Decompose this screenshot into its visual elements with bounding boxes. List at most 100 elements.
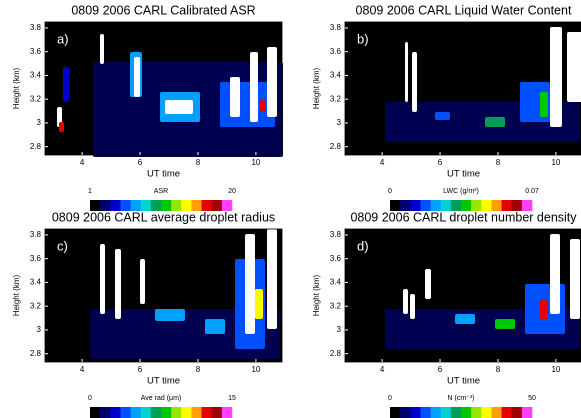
y-tick-label: 3 bbox=[337, 325, 342, 334]
colorbar-swatch bbox=[140, 200, 152, 211]
y-tick-label: 3.6 bbox=[330, 47, 342, 56]
colorbar-label: Ave rad (μm) bbox=[141, 395, 181, 402]
colorbar-min: 1 bbox=[88, 188, 92, 195]
colorbar-swatch bbox=[450, 200, 462, 211]
x-tick-label: 10 bbox=[251, 158, 260, 167]
colorbar-swatch bbox=[461, 200, 472, 211]
panel-label: a) bbox=[57, 31, 69, 46]
colorbar-swatch bbox=[100, 407, 111, 418]
colorbar-swatch bbox=[491, 200, 502, 211]
y-tick-label: 3.8 bbox=[330, 23, 342, 32]
cloud-feature bbox=[260, 100, 266, 112]
colorbar-swatch bbox=[410, 407, 421, 418]
y-tick-label: 3.6 bbox=[330, 254, 342, 263]
cloud-feature bbox=[155, 309, 185, 321]
y-tick-label: 2.8 bbox=[30, 349, 42, 358]
y-tick-label: 2.8 bbox=[330, 142, 342, 151]
x-tick-label: 10 bbox=[251, 365, 260, 374]
y-axis-label: Height (km) bbox=[12, 67, 21, 109]
colorbar-swatch bbox=[420, 407, 431, 418]
y-tick-label: 3.6 bbox=[30, 254, 42, 263]
y-tick-label: 3 bbox=[337, 118, 342, 127]
cloud-feature bbox=[425, 269, 431, 299]
panel: 0809 2006 CARL average droplet radius c) 4… bbox=[12, 210, 283, 418]
cloud-feature bbox=[140, 259, 145, 304]
colorbar-max: 0.07 bbox=[525, 188, 539, 195]
colorbar-swatch bbox=[120, 407, 131, 418]
y-tick-label: 3 bbox=[37, 118, 42, 127]
plot-frame bbox=[344, 21, 581, 156]
colorbar-swatch bbox=[150, 200, 162, 211]
colorbar-swatch bbox=[191, 200, 202, 211]
colorbar-label: LWC (g/m³) bbox=[443, 188, 479, 195]
cloud-feature bbox=[250, 52, 258, 122]
x-tick-label: 10 bbox=[551, 158, 560, 167]
colorbar-swatch bbox=[90, 200, 101, 211]
cloud-feature bbox=[57, 107, 62, 127]
plot-frame bbox=[344, 228, 581, 363]
x-tick-label: 8 bbox=[196, 158, 201, 167]
cloud-feature bbox=[267, 47, 277, 117]
colorbar-swatch bbox=[521, 200, 533, 211]
cloud-feature bbox=[495, 319, 515, 329]
colorbar-swatch bbox=[471, 407, 482, 418]
x-tick-label: 6 bbox=[438, 365, 443, 374]
colorbar-swatch bbox=[390, 200, 401, 211]
cloud-feature bbox=[100, 244, 105, 314]
colorbar-min: 0 bbox=[88, 395, 92, 402]
colorbar-swatch bbox=[130, 200, 142, 211]
colorbar-swatch bbox=[440, 200, 452, 211]
x-axis-label: UT time bbox=[147, 376, 180, 387]
colorbar-swatch bbox=[221, 407, 233, 418]
cloud-feature bbox=[165, 100, 193, 114]
colorbar-swatch bbox=[501, 407, 513, 418]
colorbar-swatch bbox=[161, 407, 172, 418]
x-tick-label: 4 bbox=[80, 365, 85, 374]
colorbar-swatch bbox=[110, 407, 121, 418]
y-tick-label: 3.4 bbox=[330, 71, 342, 80]
colorbar-swatch bbox=[90, 407, 101, 418]
cloud-feature bbox=[255, 289, 263, 319]
colorbar-swatch bbox=[430, 407, 442, 418]
colorbar-swatch bbox=[201, 200, 213, 211]
colorbar-swatch bbox=[211, 407, 223, 418]
cloud-feature bbox=[540, 92, 548, 117]
colorbar-swatch bbox=[120, 200, 131, 211]
colorbar-swatch bbox=[181, 407, 192, 418]
cloud-feature bbox=[540, 299, 548, 319]
cloud-feature bbox=[134, 57, 140, 97]
colorbar-swatch bbox=[140, 407, 152, 418]
colorbar-swatch bbox=[171, 200, 182, 211]
y-tick-label: 2.8 bbox=[330, 349, 342, 358]
colorbar-swatch bbox=[150, 407, 162, 418]
cloud-feature bbox=[230, 77, 240, 117]
cloud-feature bbox=[115, 249, 121, 319]
x-tick-label: 4 bbox=[80, 158, 85, 167]
colorbar-swatch bbox=[400, 407, 411, 418]
x-tick-label: 8 bbox=[496, 365, 501, 374]
y-tick-label: 3.2 bbox=[330, 94, 342, 103]
cloud-feature bbox=[100, 34, 104, 64]
colorbar-swatch bbox=[181, 200, 192, 211]
cloud-feature bbox=[550, 27, 562, 127]
y-tick-label: 3.8 bbox=[30, 23, 42, 32]
colorbar-swatch bbox=[521, 407, 533, 418]
cloud-feature bbox=[570, 239, 580, 319]
colorbar-swatch bbox=[130, 407, 142, 418]
colorbar-swatch bbox=[501, 200, 513, 211]
colorbar-swatch bbox=[390, 407, 401, 418]
x-tick-label: 10 bbox=[551, 365, 560, 374]
y-tick-label: 3.4 bbox=[30, 278, 42, 287]
cloud-feature bbox=[485, 117, 505, 127]
colorbar-swatch bbox=[481, 407, 492, 418]
colorbar-swatch bbox=[461, 407, 472, 418]
cloud-feature bbox=[405, 42, 408, 102]
colorbar-swatch bbox=[201, 407, 213, 418]
x-axis-label: UT time bbox=[447, 376, 480, 387]
colorbar-swatch bbox=[171, 407, 182, 418]
colorbar-swatch bbox=[221, 200, 233, 211]
cloud-feature bbox=[205, 319, 225, 334]
colorbar-swatch bbox=[191, 407, 202, 418]
x-tick-label: 6 bbox=[138, 158, 143, 167]
chart-title: 0809 2006 CARL Liquid Water Content bbox=[356, 3, 572, 17]
